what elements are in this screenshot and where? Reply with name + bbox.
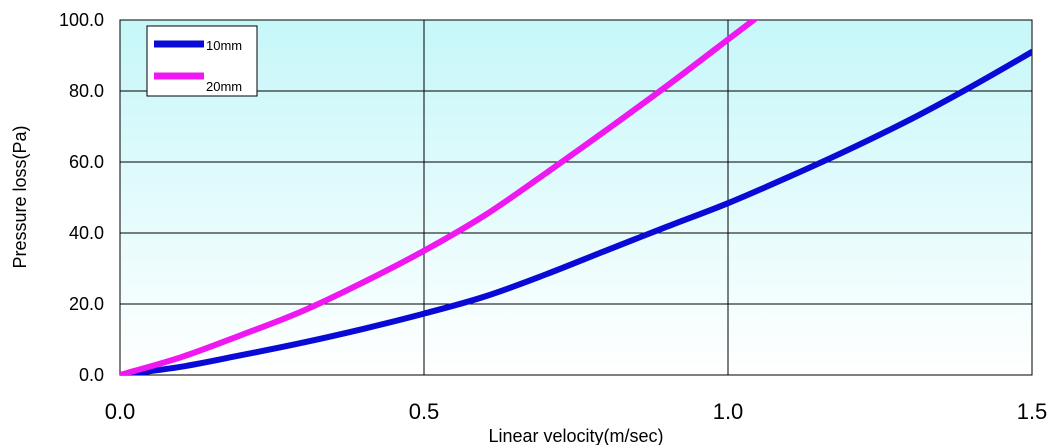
legend-label-10mm: 10mm [206,38,242,53]
ticks: 0.0 20.0 40.0 60.0 80.0 100.0 0.0 0.5 1.0 1.5 [59,10,1047,424]
plot-area [119,19,1033,376]
y-axis-label: Pressure loss(Pa) [10,125,30,268]
x-tick-label: 0.0 [105,399,136,424]
y-tick-label: 0.0 [79,365,104,385]
series-group [120,20,1032,375]
x-tick-label: 1.5 [1017,399,1048,424]
legend-label-20mm: 20mm [206,79,242,94]
grid [120,20,1032,375]
y-tick-label: 40.0 [69,223,104,243]
legend-box [146,25,258,97]
series-line-10mm [120,48,1032,375]
legend: 10mm 20mm [146,25,258,97]
y-tick-label: 80.0 [69,81,104,101]
x-tick-label: 0.5 [409,399,440,424]
x-axis-label: Linear velocity(m/sec) [488,426,663,445]
series-line-20mm [120,20,759,375]
y-tick-label: 20.0 [69,294,104,314]
y-tick-label: 100.0 [59,10,104,30]
y-tick-label: 60.0 [69,152,104,172]
x-tick-label: 1.0 [713,399,744,424]
